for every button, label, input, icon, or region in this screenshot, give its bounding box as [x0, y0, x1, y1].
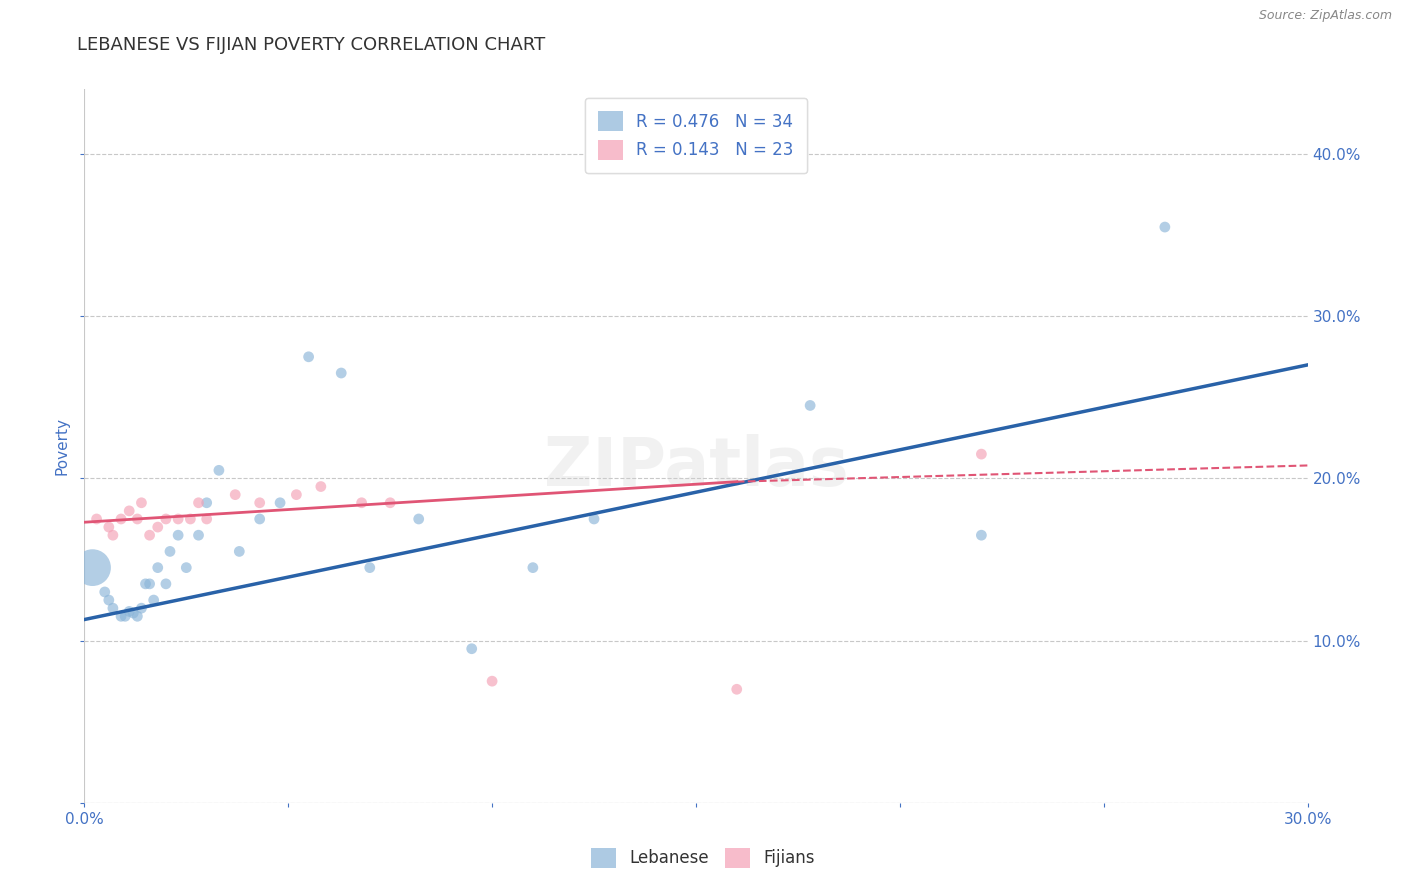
Point: [138, 528, 160, 542]
Point: [155, 512, 177, 526]
Point: [725, 682, 748, 697]
Point: [167, 512, 190, 526]
Legend: R = 0.476   N = 34, R = 0.143   N = 23: R = 0.476 N = 34, R = 0.143 N = 23: [585, 97, 807, 173]
Point: [350, 496, 373, 510]
Point: [309, 479, 332, 493]
Point: [118, 504, 141, 518]
Point: [195, 496, 218, 510]
Text: ZIPatlas: ZIPatlas: [544, 434, 848, 500]
Point: [101, 528, 124, 542]
Point: [380, 496, 402, 510]
Point: [114, 609, 136, 624]
Point: [330, 366, 353, 380]
Y-axis label: Poverty: Poverty: [55, 417, 70, 475]
Point: [179, 512, 201, 526]
Point: [146, 520, 169, 534]
Point: [461, 641, 484, 656]
Point: [269, 496, 291, 510]
Point: [359, 560, 381, 574]
Point: [135, 577, 157, 591]
Point: [481, 674, 503, 689]
Point: [970, 447, 993, 461]
Point: [131, 601, 153, 615]
Point: [285, 488, 308, 502]
Point: [799, 399, 821, 413]
Point: [167, 528, 190, 542]
Point: [138, 577, 160, 591]
Point: [142, 593, 165, 607]
Point: [101, 601, 124, 615]
Point: [82, 560, 104, 574]
Point: [155, 577, 177, 591]
Point: [86, 512, 108, 526]
Point: [228, 544, 250, 558]
Point: [131, 496, 153, 510]
Point: [97, 593, 120, 607]
Point: [408, 512, 430, 526]
Point: [195, 512, 218, 526]
Point: [187, 496, 209, 510]
Point: [224, 488, 246, 502]
Text: LEBANESE VS FIJIAN POVERTY CORRELATION CHART: LEBANESE VS FIJIAN POVERTY CORRELATION C…: [77, 36, 546, 54]
Point: [522, 560, 544, 574]
Point: [122, 606, 145, 620]
Point: [208, 463, 231, 477]
Point: [970, 528, 993, 542]
Point: [127, 512, 149, 526]
Point: [118, 604, 141, 618]
Point: [146, 560, 169, 574]
Point: [298, 350, 321, 364]
Point: [583, 512, 606, 526]
Point: [159, 544, 181, 558]
Point: [93, 585, 115, 599]
Point: [249, 496, 271, 510]
Point: [1154, 220, 1177, 235]
Point: [249, 512, 271, 526]
Legend: Lebanese, Fijians: Lebanese, Fijians: [583, 841, 823, 875]
Text: Source: ZipAtlas.com: Source: ZipAtlas.com: [1258, 9, 1392, 22]
Point: [110, 512, 132, 526]
Point: [110, 609, 132, 624]
Point: [187, 528, 209, 542]
Point: [127, 609, 149, 624]
Point: [174, 560, 197, 574]
Point: [97, 520, 120, 534]
